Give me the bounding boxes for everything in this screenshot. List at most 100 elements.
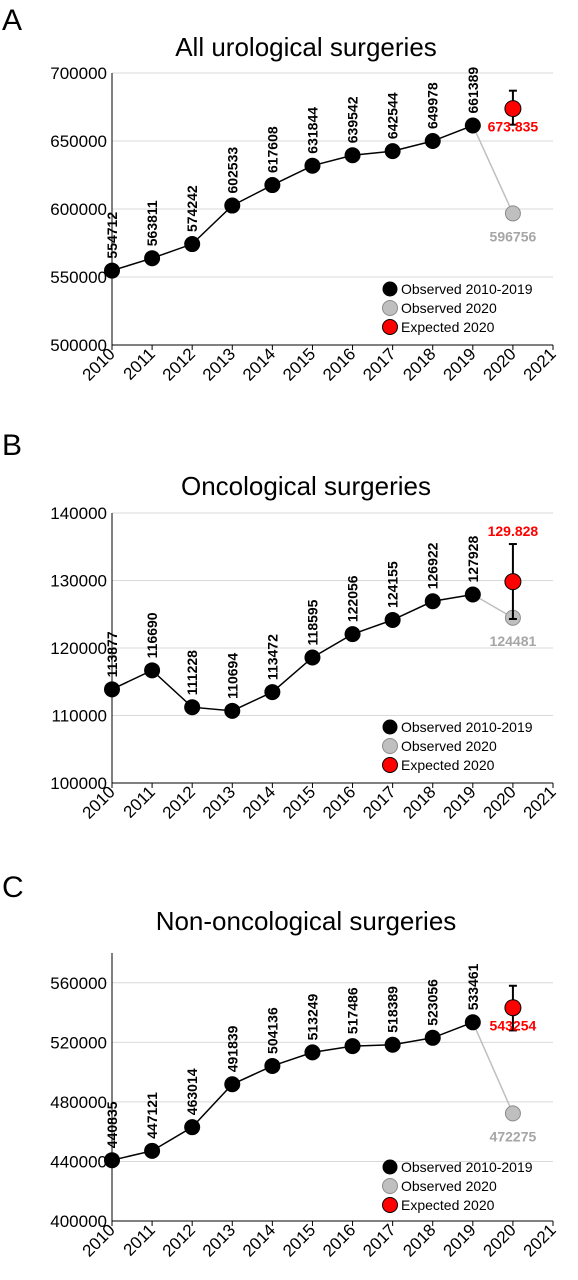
panel-letter: C bbox=[2, 871, 24, 904]
data-label: 504136 bbox=[264, 1007, 280, 1054]
data-point-observed bbox=[464, 586, 481, 603]
data-label-expected-2020: 673.835 bbox=[488, 119, 539, 135]
data-point-observed bbox=[264, 1057, 281, 1074]
y-tick-label: 600000 bbox=[50, 200, 107, 219]
legend-marker bbox=[382, 1178, 398, 1194]
data-label: 116690 bbox=[144, 612, 160, 658]
x-tick-label: 2019 bbox=[439, 344, 479, 384]
legend-label: Expected 2020 bbox=[401, 319, 495, 335]
data-point-observed-2020 bbox=[504, 205, 521, 222]
data-label: 517486 bbox=[345, 987, 361, 1034]
data-label-expected-2020: 129.828 bbox=[488, 523, 539, 539]
data-label: 113472 bbox=[264, 634, 280, 680]
data-point-observed bbox=[344, 147, 361, 164]
data-label: 642544 bbox=[385, 92, 401, 139]
data-label: 574242 bbox=[184, 185, 200, 232]
x-tick-label: 2021 bbox=[520, 1220, 560, 1260]
legend-marker bbox=[382, 281, 398, 297]
legend-label: Observed 2020 bbox=[401, 300, 497, 316]
chart-title: Non-oncological surgeries bbox=[156, 906, 457, 936]
legend-label: Observed 2020 bbox=[401, 1178, 497, 1194]
y-tick-label: 140000 bbox=[50, 504, 107, 523]
y-tick-label: 440000 bbox=[50, 1152, 107, 1171]
data-point-observed bbox=[144, 662, 161, 679]
data-label: 118595 bbox=[304, 599, 320, 645]
data-label: 554712 bbox=[104, 212, 120, 259]
x-tick-label: 2021 bbox=[520, 344, 560, 384]
x-tick-label: 2012 bbox=[159, 1220, 199, 1260]
x-tick-label: 2020 bbox=[480, 1220, 520, 1260]
data-label: 126922 bbox=[425, 542, 441, 589]
chart-title: All urological surgeries bbox=[175, 32, 437, 62]
x-tick-label: 2014 bbox=[239, 782, 279, 822]
panel-letter: A bbox=[2, 4, 22, 37]
legend-label: Observed 2010-2019 bbox=[401, 719, 533, 735]
data-point-observed bbox=[344, 1038, 361, 1055]
data-point-observed bbox=[184, 1119, 201, 1136]
x-tick-label: 2017 bbox=[359, 1220, 399, 1260]
data-point-observed bbox=[104, 1152, 120, 1169]
data-point-observed bbox=[304, 649, 321, 666]
series-line-observed bbox=[111, 124, 474, 272]
y-tick-label: 130000 bbox=[50, 572, 107, 591]
data-point-observed bbox=[464, 1014, 481, 1031]
series-line-2020 bbox=[472, 1021, 514, 1114]
y-tick-label: 480000 bbox=[50, 1093, 107, 1112]
panel-letter: B bbox=[2, 429, 22, 462]
x-tick-label: 2013 bbox=[199, 782, 239, 822]
y-tick-label: 560000 bbox=[50, 974, 107, 993]
x-tick-label: 2020 bbox=[480, 344, 520, 384]
panel-c: C Non-oncological surgeries 400000 440000 48… bbox=[2, 871, 560, 1261]
data-label: 563811 bbox=[144, 200, 160, 246]
data-point-observed bbox=[264, 177, 281, 194]
data-point-observed bbox=[104, 262, 120, 279]
data-point-observed bbox=[424, 133, 441, 150]
legend-marker bbox=[382, 319, 398, 335]
legend-label: Observed 2010-2019 bbox=[401, 1159, 533, 1175]
data-label: 617608 bbox=[264, 126, 280, 173]
legend-label: Expected 2020 bbox=[401, 757, 495, 773]
legend-marker bbox=[382, 1159, 398, 1175]
data-label: 122056 bbox=[345, 575, 361, 622]
y-tick-label: 120000 bbox=[50, 639, 107, 658]
data-point-observed bbox=[264, 684, 281, 701]
x-tick-label: 2014 bbox=[239, 1220, 279, 1260]
x-tick-label: 2012 bbox=[159, 782, 199, 822]
data-point-observed-2020 bbox=[504, 1105, 521, 1122]
y-tick-label: 110000 bbox=[52, 707, 107, 726]
data-label: 447121 bbox=[144, 1092, 160, 1139]
x-tick-label: 2015 bbox=[279, 344, 319, 384]
data-point-observed bbox=[184, 236, 201, 253]
data-label: 639542 bbox=[345, 96, 361, 143]
series-line-2020 bbox=[472, 125, 514, 214]
y-tick-label: 550000 bbox=[50, 268, 107, 287]
data-point-observed bbox=[424, 1029, 441, 1046]
legend-marker bbox=[382, 300, 398, 316]
data-point-observed bbox=[384, 143, 401, 160]
chart-title: Oncological surgeries bbox=[181, 471, 431, 501]
data-point-observed bbox=[224, 1076, 241, 1093]
data-label: 463014 bbox=[184, 1068, 200, 1115]
x-tick-label: 2014 bbox=[239, 344, 279, 384]
y-tick-label: 100000 bbox=[50, 774, 107, 793]
data-label: 661389 bbox=[465, 67, 481, 114]
data-point-observed bbox=[424, 593, 441, 610]
legend-marker bbox=[382, 1197, 398, 1213]
data-point-observed bbox=[384, 1036, 401, 1053]
data-label-expected-2020: 543254 bbox=[490, 1018, 537, 1034]
data-point-expected-2020 bbox=[504, 573, 522, 591]
x-tick-label: 2017 bbox=[359, 344, 399, 384]
data-label: 491839 bbox=[224, 1025, 240, 1072]
data-label-observed-2020: 472275 bbox=[490, 1128, 537, 1144]
x-tick-label: 2018 bbox=[399, 344, 439, 384]
y-tick-label: 400000 bbox=[50, 1212, 107, 1231]
legend-marker bbox=[382, 757, 398, 773]
data-point-observed bbox=[304, 1044, 321, 1061]
x-tick-label: 2018 bbox=[399, 782, 439, 822]
data-label: 518389 bbox=[385, 986, 401, 1033]
data-label: 124155 bbox=[385, 561, 401, 608]
x-tick-label: 2016 bbox=[319, 344, 359, 384]
data-label: 127928 bbox=[465, 536, 481, 583]
y-tick-label: 500000 bbox=[50, 336, 107, 355]
data-point-observed bbox=[224, 197, 241, 214]
